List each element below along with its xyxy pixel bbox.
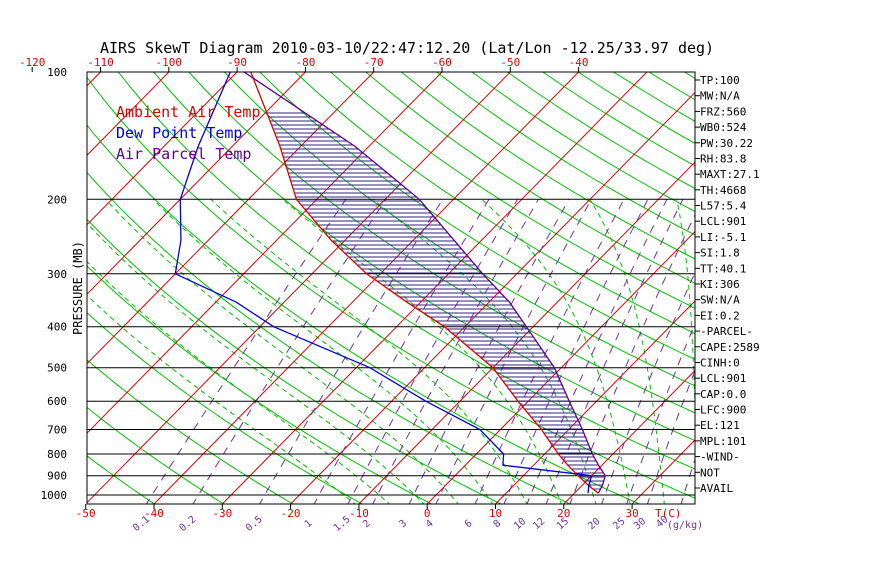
stability-index-value: TT:40.1 bbox=[700, 262, 746, 275]
top-temp-tick-label: -90 bbox=[227, 56, 247, 69]
pressure-tick-label: 300 bbox=[47, 268, 67, 281]
pressure-tick-label: 500 bbox=[47, 362, 67, 375]
stability-index-value: CINH:0 bbox=[700, 357, 740, 370]
top-temp-tick-label: -80 bbox=[295, 56, 315, 69]
mixing-ratio-line bbox=[474, 199, 624, 505]
stability-index-value: MAXT:27.1 bbox=[700, 168, 760, 181]
dry-adiabat-line bbox=[649, 72, 870, 506]
isotherm-line bbox=[0, 72, 32, 504]
stability-index-value: TP:100 bbox=[700, 74, 740, 87]
legend-entry: Ambient Air Temp bbox=[116, 103, 261, 121]
stability-index-value: CAPE:2589 bbox=[700, 341, 760, 354]
pressure-tick-label: 1000 bbox=[41, 489, 68, 502]
pressure-tick-label: 100 bbox=[47, 66, 67, 79]
stability-index-value: KI:306 bbox=[700, 278, 740, 291]
legend-entry: Dew Point Temp bbox=[116, 124, 242, 142]
mixing-ratio-tick-label: 1 bbox=[303, 518, 315, 530]
legend-entry: Air Parcel Temp bbox=[116, 145, 251, 163]
mixing-ratio-tick-label: 12 bbox=[531, 516, 547, 532]
stability-index-value: TH:4668 bbox=[700, 184, 746, 197]
stability-index-value: MPL:101 bbox=[700, 435, 746, 448]
top-temp-tick-label: -120 bbox=[19, 56, 46, 69]
top-temp-tick-label: -110 bbox=[87, 56, 114, 69]
stability-indices-panel: TP:100 MW:N/A FRZ:560 WB0:524 PW:30.22 RH:83.… bbox=[695, 74, 760, 495]
stability-index-value: EL:121 bbox=[700, 419, 740, 432]
stability-index-value: LCL:901 bbox=[700, 372, 746, 385]
stability-index-value: LFC:900 bbox=[700, 404, 746, 417]
top-temp-tick-label: -50 bbox=[500, 56, 520, 69]
stability-index-value: RH:83.8 bbox=[700, 153, 746, 166]
isotherm-line bbox=[427, 72, 852, 504]
bottom-temp-tick-label: -30 bbox=[212, 507, 232, 520]
mixing-ratio-tick-label: 20 bbox=[586, 516, 602, 532]
moist-adiabat-line bbox=[590, 199, 665, 505]
stability-index-value: L57:5.4 bbox=[700, 200, 747, 213]
dry-adiabat-line bbox=[472, 72, 870, 506]
dry-adiabat-line bbox=[826, 72, 870, 506]
stability-index-value: CAP:0.0 bbox=[700, 388, 746, 401]
pressure-tick-label: 800 bbox=[47, 448, 67, 461]
stability-index-value: MW:N/A bbox=[700, 90, 740, 103]
bottom-temp-tick-label: 30 bbox=[625, 507, 638, 520]
pressure-tick-label: 900 bbox=[47, 470, 67, 483]
stability-index-value: -PARCEL- bbox=[700, 325, 753, 338]
dry-adiabat-line bbox=[755, 72, 870, 506]
stability-index-value: NOT bbox=[700, 466, 720, 479]
stability-index-value: PW:30.22 bbox=[700, 137, 753, 150]
stability-index-value: AVAIL bbox=[700, 482, 733, 495]
mixing-ratio-line bbox=[145, 199, 345, 505]
stability-index-value: LCL:901 bbox=[700, 215, 746, 228]
pressure-tick-label: 400 bbox=[47, 321, 67, 334]
mixing-ratio-tick-label: 3 bbox=[397, 518, 409, 530]
dry-adiabat-line bbox=[861, 72, 870, 506]
mixing-ratio-line bbox=[526, 199, 667, 505]
mixing-ratio-line bbox=[569, 199, 702, 505]
mixing-ratio-tick-label: 10 bbox=[512, 516, 528, 532]
stability-index-value: SW:N/A bbox=[700, 294, 740, 307]
cape-hatch-layer bbox=[267, 113, 605, 489]
stability-index-value: LI:-5.1 bbox=[700, 231, 746, 244]
stability-index-value: EI:0.2 bbox=[700, 309, 740, 322]
bottom-temp-tick-label: -50 bbox=[76, 507, 96, 520]
pressure-tick-label: 200 bbox=[47, 193, 67, 206]
legend: Ambient Air Temp Dew Point Temp Air Parcel… bbox=[116, 103, 261, 163]
chart-title: AIRS SkewT Diagram 2010-03-10/22:47:12.2… bbox=[100, 39, 714, 57]
mixing-ratio-unit: (g/kg) bbox=[667, 520, 703, 531]
top-temp-tick-label: -70 bbox=[364, 56, 384, 69]
isotherm-line bbox=[769, 72, 870, 504]
top-temp-tick-label: -40 bbox=[569, 56, 589, 69]
mixing-ratio-tick-label: 4 bbox=[424, 518, 436, 530]
isotherm-line bbox=[0, 72, 101, 504]
top-temp-tick-label: -100 bbox=[156, 56, 183, 69]
pressure-axis-label: PRESSURE (MB) bbox=[71, 241, 85, 335]
stability-index-value: WB0:524 bbox=[700, 121, 747, 134]
dry-adiabat-line bbox=[791, 72, 870, 506]
stability-index-value: FRZ:560 bbox=[700, 105, 746, 118]
mixing-ratio-tick-label: 0.2 bbox=[178, 514, 199, 534]
stability-index-value: -WIND- bbox=[700, 451, 740, 464]
mixing-ratio-tick-label: 6 bbox=[463, 518, 475, 530]
stability-index-value: SI:1.8 bbox=[700, 247, 740, 260]
mixing-ratio-tick-label: 0.5 bbox=[244, 514, 265, 534]
pressure-tick-label: 600 bbox=[47, 395, 67, 408]
top-temp-tick-label: -60 bbox=[432, 56, 452, 69]
bottom-temp-tick-label: -20 bbox=[281, 507, 301, 520]
mixing-ratio-tick-label: 2 bbox=[361, 518, 373, 530]
pressure-tick-label: 700 bbox=[47, 424, 67, 437]
